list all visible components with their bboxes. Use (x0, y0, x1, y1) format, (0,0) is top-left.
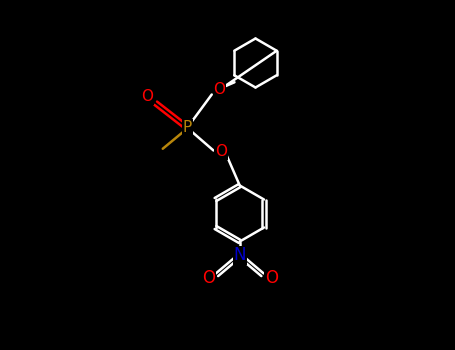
Text: N: N (233, 246, 246, 265)
Text: O: O (265, 268, 278, 287)
Text: O: O (202, 268, 215, 287)
Text: O: O (141, 90, 153, 104)
Text: P: P (182, 120, 192, 135)
Text: O: O (213, 82, 225, 97)
Text: O: O (215, 144, 227, 159)
